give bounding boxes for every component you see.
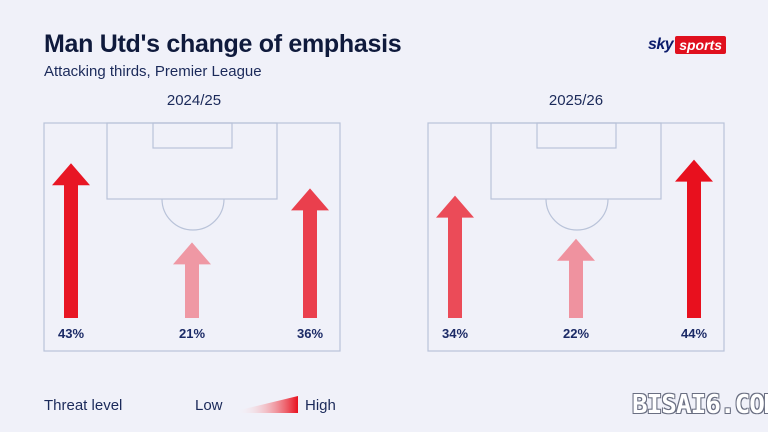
threat-percentage-label: 36% [297,326,323,341]
threat-legend-wedge [236,396,298,413]
legend-low-label: Low [195,397,223,414]
penalty-arc [161,198,225,231]
sky-sports-logo: sky sports [648,35,726,55]
threat-arrow [557,238,595,318]
chart-title: Man Utd's change of emphasis [44,30,402,58]
legend-high-label: High [305,397,336,414]
chart-subtitle: Attacking thirds, Premier League [44,63,262,80]
penalty-box [490,122,662,200]
threat-percentage-label: 22% [563,326,589,341]
threat-arrow [291,188,329,318]
six-yard-box [536,122,617,149]
threat-arrow [52,163,90,318]
pitch-2024 [43,122,341,352]
threat-percentage-label: 44% [681,326,707,341]
threat-percentage-label: 34% [442,326,468,341]
threat-percentage-label: 21% [179,326,205,341]
pitch-2025 [427,122,725,352]
threat-percentage-label: 43% [58,326,84,341]
logo-sports-text: sports [675,36,726,54]
penalty-arc [545,198,609,231]
arrows-2025: 34% 22% 44% [436,159,713,341]
threat-arrow [173,242,211,318]
season-label-2025: 2025/26 [548,92,604,109]
threat-arrow [675,159,713,318]
penalty-box [106,122,278,200]
threat-arrow [436,195,474,318]
six-yard-box [152,122,233,149]
watermark: BISAI6.COM [632,390,768,420]
season-label-2024: 2024/25 [166,92,222,109]
logo-sky-text: sky [648,36,674,53]
arrows-2024: 43% 21% 36% [52,163,329,341]
threat-level-label: Threat level [44,397,123,414]
